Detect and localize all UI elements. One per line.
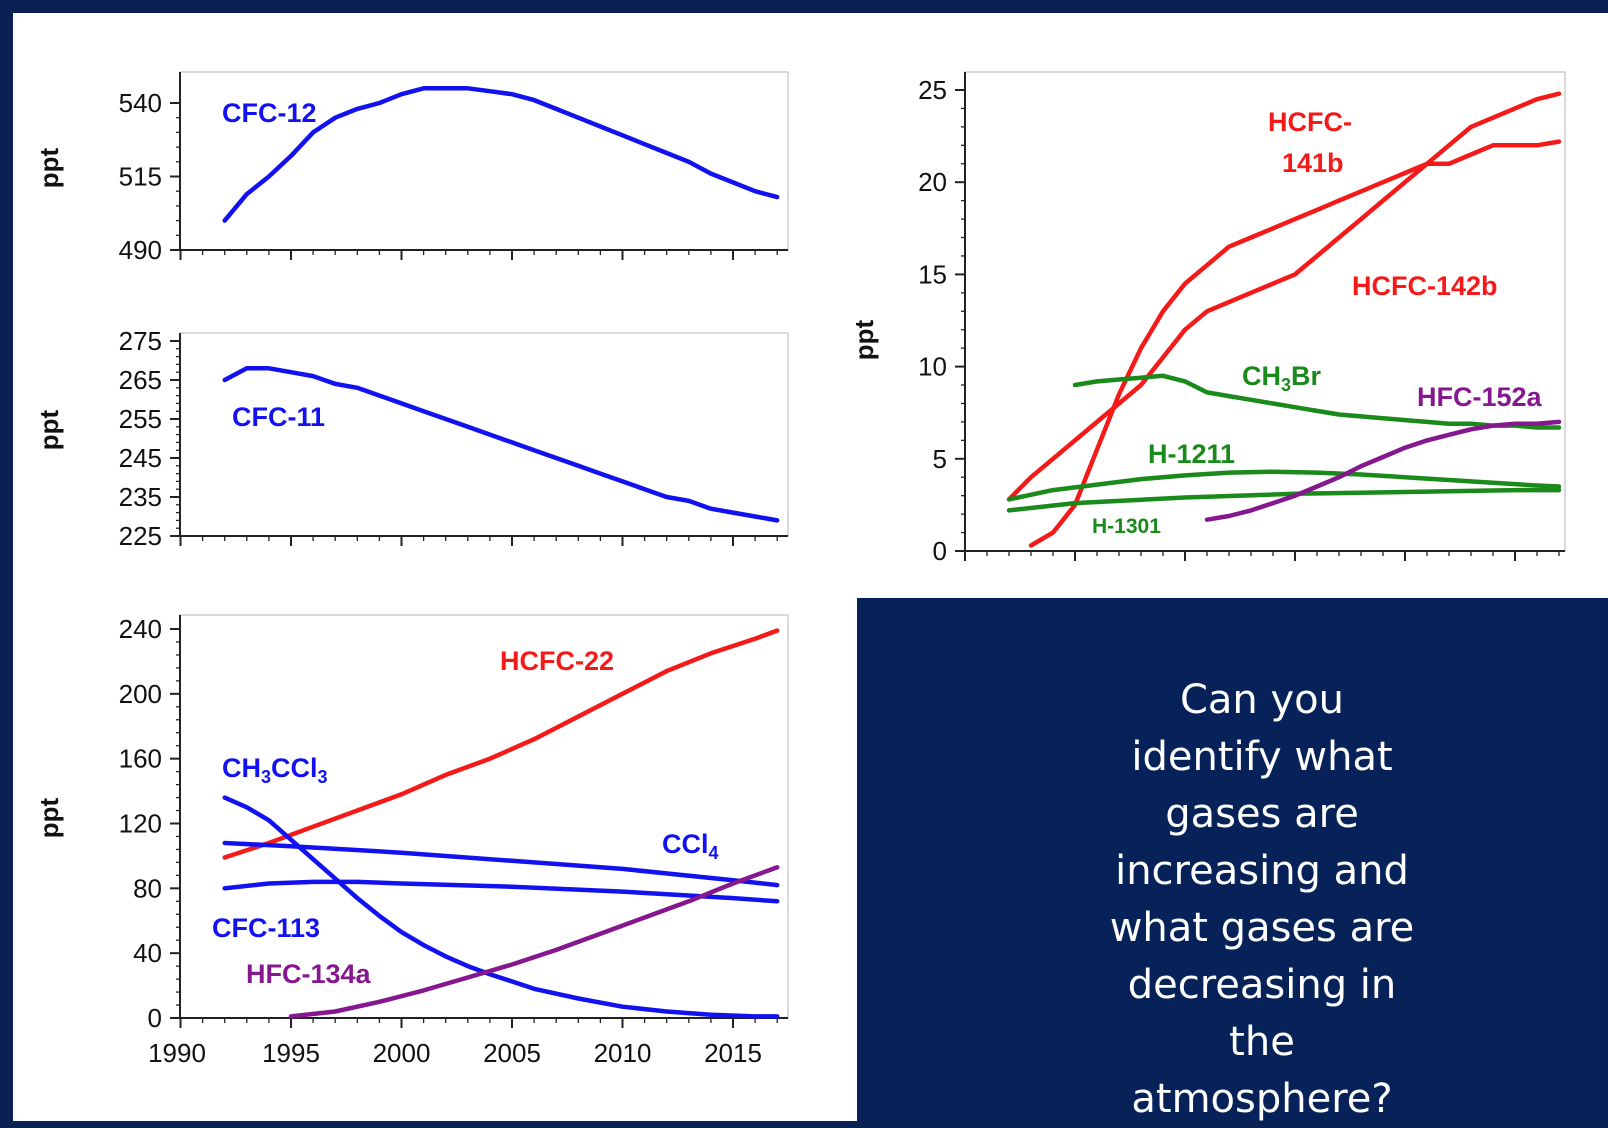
- y-tick-label: 515: [119, 162, 162, 192]
- question-line: gases are: [1165, 791, 1359, 837]
- label-hcfc-142b: HCFC-142b: [1352, 271, 1498, 301]
- y-tick-label: 245: [119, 443, 162, 473]
- series-line-ch3ccl3: [222, 795, 780, 1019]
- x-tick-label: 2000: [373, 1038, 431, 1068]
- y-tick-label: 25: [918, 75, 947, 105]
- label-cfc-12: CFC-12: [222, 98, 317, 128]
- question-line: identify what: [1131, 734, 1393, 780]
- series-line-hcfc-141b: [1028, 139, 1562, 548]
- y-axis-label: ppt: [34, 147, 64, 188]
- label-cfc-11: CFC-11: [232, 402, 325, 432]
- y-tick-label: 120: [119, 809, 162, 839]
- series-line-hfc-152a: [1204, 419, 1562, 522]
- y-axis-label: ppt: [34, 797, 64, 838]
- y-tick-label: 20: [918, 167, 947, 197]
- label-hcfc-141b-line2: 141b: [1282, 148, 1344, 178]
- series-line-hcfc-22: [222, 628, 780, 860]
- label-ccl4: CCl4: [662, 829, 719, 863]
- series-line-ccl4: [222, 840, 780, 888]
- y-tick-label: 0: [933, 536, 947, 566]
- x-tick-label: 2010: [594, 1038, 652, 1068]
- y-tick-label: 235: [119, 482, 162, 512]
- chart-panel-4: 0 5 10 15 20 25 ppt: [849, 71, 1566, 566]
- y-tick-label: 265: [119, 365, 162, 395]
- y-axis-label: ppt: [849, 319, 879, 360]
- y-tick-label: 490: [119, 235, 162, 265]
- y-tick-label: 540: [119, 88, 162, 118]
- label-cfc-113: CFC-113: [212, 913, 320, 943]
- series-line-cfc-11: [222, 366, 780, 523]
- y-tick-label: 5: [933, 444, 947, 474]
- label-h-1211: H-1211: [1148, 439, 1235, 469]
- y-tick-label: 160: [119, 744, 162, 774]
- label-hcfc-22: HCFC-22: [500, 646, 614, 676]
- chart-panel-3: 0 40 80 120 160 200 240 1990 1995 2000 2005 2010 201…: [34, 614, 789, 1068]
- label-hfc-152a: HFC-152a: [1417, 382, 1543, 412]
- x-tick-label: 2005: [483, 1038, 541, 1068]
- plot-frame: [179, 614, 789, 1019]
- series-line-hcfc-142b: [1006, 91, 1562, 502]
- series-line-h-1211: [1006, 469, 1562, 502]
- y-tick-label: 275: [119, 326, 162, 356]
- y-tick-label: 240: [119, 614, 162, 644]
- label-hcfc-141b-line1: HCFC-: [1268, 107, 1352, 137]
- question-line: the: [1229, 1019, 1295, 1065]
- chart-panel-1: 490 515 540 ppt: [34, 71, 789, 265]
- question-line: atmosphere?: [1131, 1076, 1393, 1122]
- series-line-ch3br: [1072, 373, 1562, 430]
- question-line: increasing and: [1115, 848, 1409, 894]
- y-tick-label: 200: [119, 679, 162, 709]
- plot-frame: [964, 71, 1566, 552]
- series-line-hfc-134a: [288, 865, 780, 1019]
- question-line: what gases are: [1109, 905, 1415, 951]
- y-tick-label: 80: [133, 873, 162, 903]
- label-hfc-134a: HFC-134a: [246, 959, 372, 989]
- question-line: decreasing in: [1127, 962, 1397, 1008]
- label-h-1301: H-1301: [1092, 515, 1161, 538]
- x-tick-label: 2015: [704, 1038, 762, 1068]
- label-ch3br: CH3Br: [1242, 361, 1322, 395]
- y-tick-label: 225: [119, 521, 162, 551]
- question-panel: Can you identify what gases are increasing …: [857, 598, 1608, 1122]
- y-tick-label: 255: [119, 404, 162, 434]
- series-line-cfc-12: [222, 86, 780, 223]
- y-tick-label: 0: [148, 1003, 162, 1033]
- y-tick-label: 15: [918, 259, 947, 289]
- question-text: Can you identify what gases are increasing …: [857, 672, 1608, 1128]
- y-tick-label: 40: [133, 938, 162, 968]
- y-tick-label: 10: [918, 352, 947, 382]
- y-axis-label: ppt: [34, 409, 64, 450]
- x-tick-label: 1995: [262, 1038, 320, 1068]
- label-ch3ccl3: CH3CCl3: [222, 753, 328, 787]
- chart-panel-2: 225 235 245 255 265 275 ppt: [34, 326, 789, 551]
- question-line: Can you: [1179, 677, 1344, 723]
- x-tick-label: 1990: [148, 1038, 206, 1068]
